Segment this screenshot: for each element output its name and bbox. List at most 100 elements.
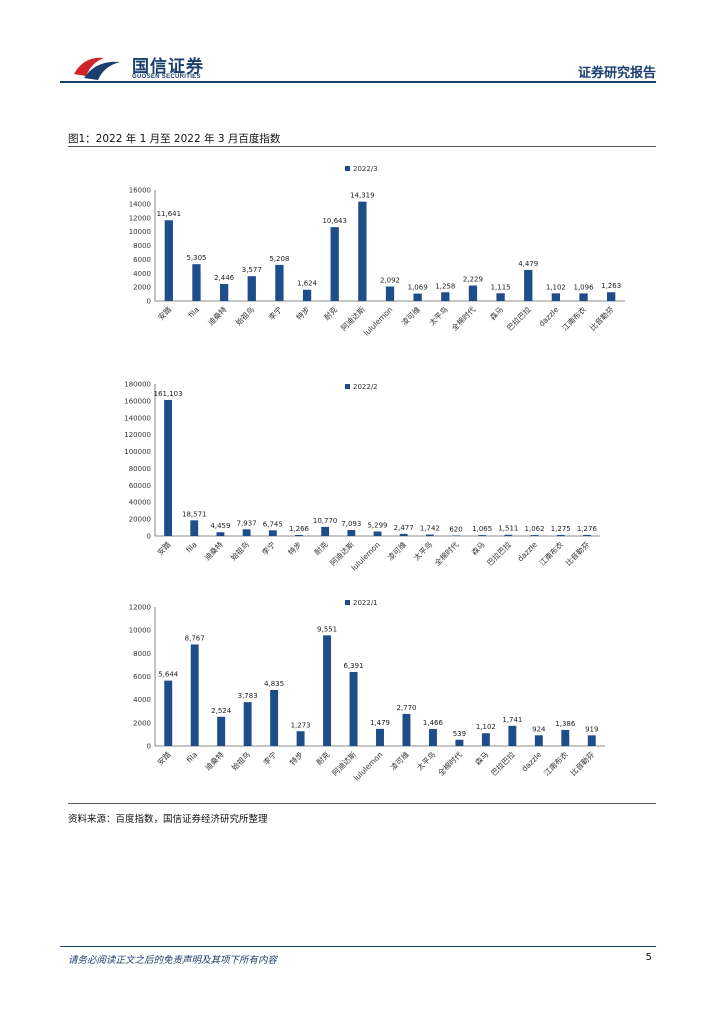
category-label: 江南布衣 <box>541 749 570 778</box>
data-label: 1,479 <box>370 719 390 727</box>
y-tick-label: 4000 <box>133 270 151 278</box>
bar <box>402 713 411 746</box>
data-label: 10,770 <box>313 517 338 525</box>
y-tick-label: 40000 <box>129 499 151 507</box>
bar <box>413 293 422 301</box>
data-label: 6,391 <box>344 662 364 670</box>
category-label: lululemon <box>352 750 385 783</box>
bar <box>164 220 173 301</box>
data-label: 1,266 <box>289 525 310 533</box>
data-label: 5,644 <box>158 671 179 679</box>
data-label: 2,446 <box>214 274 235 282</box>
data-label: 4,459 <box>210 522 230 530</box>
company-name-en: GUOSEN SECURITIES <box>132 74 201 80</box>
legend-label: 2022/2 <box>353 383 378 391</box>
y-tick-label: 6000 <box>133 256 151 264</box>
bar <box>358 201 367 301</box>
legend-swatch <box>345 600 350 605</box>
data-label: 7,937 <box>237 519 257 527</box>
bar <box>247 276 256 301</box>
data-label: 14,319 <box>350 192 375 200</box>
bar <box>242 529 251 536</box>
data-label: 1,069 <box>408 284 428 292</box>
y-tick-label: 10000 <box>129 228 151 236</box>
bar <box>190 644 199 746</box>
data-label: 5,208 <box>269 255 289 263</box>
data-label: 161,103 <box>154 390 183 398</box>
data-label: 1,102 <box>546 283 566 291</box>
bar <box>478 535 487 536</box>
y-tick-label: 140000 <box>124 414 151 422</box>
y-tick-label: 120000 <box>124 431 151 439</box>
bar <box>530 535 539 536</box>
bar <box>508 725 517 746</box>
data-label: 1,742 <box>420 525 440 533</box>
bar <box>243 702 252 746</box>
data-label: 4,835 <box>264 680 284 688</box>
data-label: 9,551 <box>317 625 337 633</box>
y-tick-label: 100000 <box>124 448 151 456</box>
legend-label: 2022/3 <box>353 165 378 173</box>
bar <box>504 534 513 536</box>
data-label: 5,305 <box>186 254 206 262</box>
y-tick-label: 160000 <box>124 397 151 405</box>
category-label: 安踏 <box>155 749 173 767</box>
data-label: 2,770 <box>396 704 416 712</box>
data-label: 919 <box>585 725 598 733</box>
bar <box>302 289 312 301</box>
figure-top-rule <box>68 146 656 147</box>
bar <box>561 729 570 746</box>
y-tick-label: 0 <box>147 533 151 541</box>
data-label: 4,479 <box>518 260 538 268</box>
category-label: 森马 <box>473 749 491 767</box>
footer-disclaimer: 请务必阅读正文之后的免责声明及其项下所有内容 <box>68 955 278 966</box>
bar <box>268 530 277 536</box>
y-tick-label: 180000 <box>124 381 151 389</box>
data-label: 2,092 <box>380 276 400 284</box>
bar <box>190 520 199 536</box>
bar <box>524 269 533 301</box>
y-tick-label: 80000 <box>129 465 151 473</box>
data-label: 2,524 <box>211 707 232 715</box>
y-tick-label: 0 <box>147 743 151 751</box>
data-label: 5,299 <box>367 522 387 530</box>
figure-title: 图1：2022 年 1 月至 2022 年 3 月百度指数 <box>68 133 281 145</box>
bar <box>556 534 565 536</box>
bar <box>551 293 561 301</box>
header-divider <box>60 81 656 83</box>
data-label: 1,276 <box>577 525 598 533</box>
data-label: 1,258 <box>435 282 455 290</box>
report-label: 证券研究报告 <box>577 66 656 81</box>
bar <box>296 731 305 746</box>
y-tick-label: 14000 <box>129 200 151 208</box>
bar <box>216 532 225 536</box>
data-label: 7,093 <box>341 520 361 528</box>
y-tick-label: 4000 <box>133 696 151 704</box>
y-tick-label: 2000 <box>133 719 151 727</box>
bar <box>164 399 173 536</box>
y-tick-label: 12000 <box>129 214 151 222</box>
data-label: 1,273 <box>291 721 311 729</box>
bar <box>481 733 490 746</box>
category-label: 凌可维 <box>388 749 411 772</box>
data-label: 6,745 <box>263 520 283 528</box>
company-name-cn: 国信证券 <box>132 57 204 77</box>
category-label: 特步 <box>287 749 305 767</box>
y-tick-label: 6000 <box>133 673 151 681</box>
data-label: 3,577 <box>242 266 262 274</box>
category-label: 耐克 <box>314 749 332 767</box>
bar <box>607 292 616 301</box>
bar <box>192 264 201 301</box>
data-label: 620 <box>449 525 462 533</box>
category-label: 比音勒芬 <box>568 749 597 778</box>
bar <box>534 735 543 746</box>
data-label: 8,767 <box>185 634 205 642</box>
legend-swatch <box>345 166 350 171</box>
y-tick-label: 10000 <box>129 627 151 635</box>
company-logo-icon <box>74 57 120 80</box>
data-label: 1,065 <box>472 525 492 533</box>
y-tick-label: 2000 <box>133 284 151 292</box>
data-label: 1,466 <box>423 719 444 727</box>
